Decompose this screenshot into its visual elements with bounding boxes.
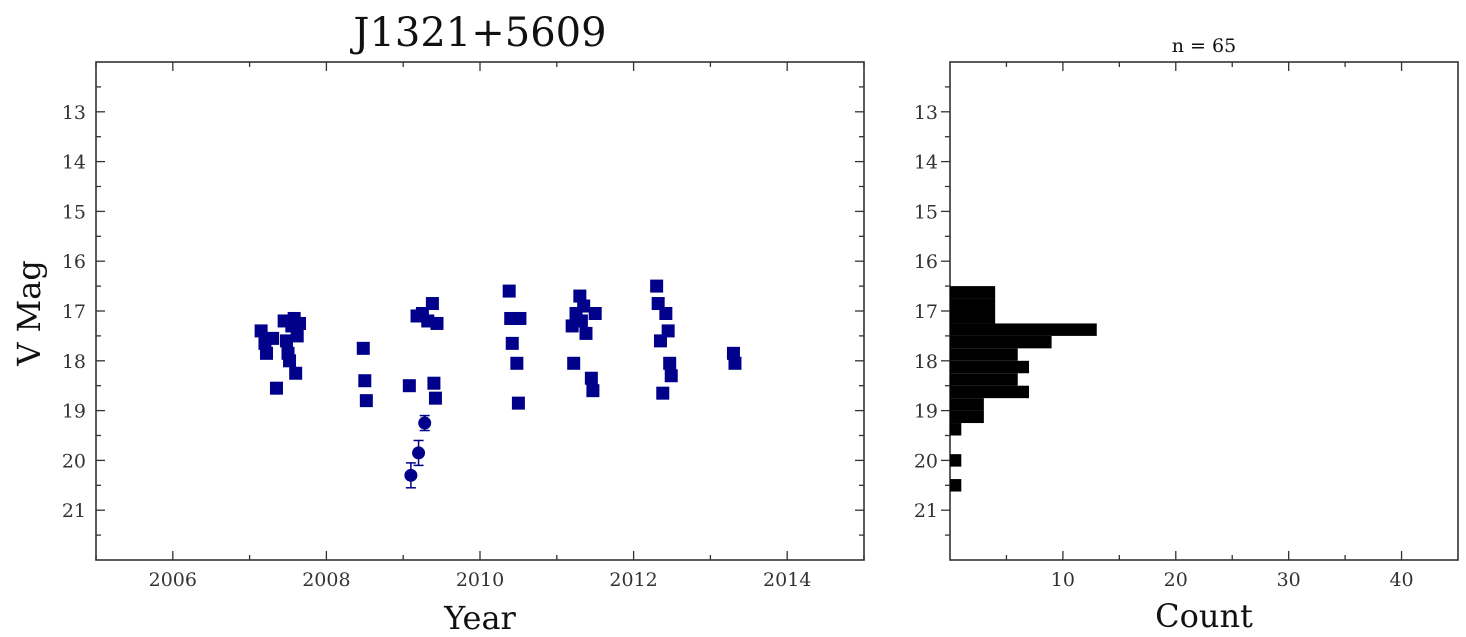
y-tick-label: 20 <box>62 450 86 472</box>
y-tick-label: 15 <box>62 201 86 223</box>
y-tick-label: 19 <box>62 401 86 423</box>
data-point <box>577 299 591 313</box>
data-point <box>269 381 283 395</box>
histogram-plot-frame <box>949 61 1459 561</box>
lightcurve-title: J1321+5609 <box>349 10 606 56</box>
data-point <box>663 356 677 370</box>
histogram-axes: 10 20 30 40 13 14 15 16 17 18 19 20 21 <box>914 62 1414 591</box>
data-point <box>293 316 307 330</box>
data-point <box>404 468 418 482</box>
histogram-panel: n = 65 10 20 30 40 13 14 15 16 17 18 19 20 21 Count <box>914 35 1459 635</box>
data-point <box>661 324 675 338</box>
lightcurve-panel: J1321+5609 2006 2008 2010 2012 2014 13 14 15 16 1… <box>10 10 865 637</box>
y-tick-label: 15 <box>914 201 938 223</box>
data-point <box>650 279 664 293</box>
data-point <box>289 366 303 380</box>
histogram-bar <box>950 373 1018 386</box>
histogram-bar <box>950 348 1018 361</box>
data-point <box>579 326 593 340</box>
data-point <box>290 329 304 343</box>
data-point <box>584 371 598 385</box>
data-point <box>651 297 665 311</box>
x-tick-label: 2014 <box>763 569 811 591</box>
x-tick-label: 40 <box>1389 569 1413 591</box>
data-point <box>510 356 524 370</box>
data-point <box>511 396 525 410</box>
histogram-bar <box>950 385 1030 399</box>
lightcurve-plot-frame <box>95 61 865 561</box>
data-point <box>283 354 297 368</box>
y-tick-label: 21 <box>914 500 938 522</box>
data-point <box>513 311 527 325</box>
x-tick-label: 2012 <box>609 569 657 591</box>
data-point <box>259 346 273 360</box>
histogram-bar <box>950 479 962 492</box>
data-point <box>359 394 373 408</box>
y-tick-label: 18 <box>914 351 938 373</box>
histogram-bar <box>950 410 984 424</box>
data-point <box>588 306 602 320</box>
data-point <box>254 324 268 338</box>
histogram-bar <box>950 423 962 436</box>
histogram-bar <box>950 298 996 311</box>
lightcurve-axes: 2006 2008 2010 2012 2014 13 14 15 16 17 18 19 20 21 <box>62 62 865 591</box>
data-point <box>574 314 588 328</box>
histogram-bar <box>950 360 1030 374</box>
x-tick-label: 2010 <box>456 569 504 591</box>
data-point <box>659 306 673 320</box>
data-point <box>418 416 432 430</box>
data-point <box>505 336 519 350</box>
data-point <box>428 391 442 405</box>
x-tick-label: 10 <box>1051 569 1075 591</box>
data-point <box>573 289 587 303</box>
y-tick-label: 20 <box>914 450 938 472</box>
data-point <box>664 369 678 383</box>
y-tick-label: 18 <box>62 351 86 373</box>
y-tick-label: 16 <box>62 251 86 273</box>
x-tick-label: 2006 <box>149 569 197 591</box>
y-tick-label: 17 <box>62 301 86 323</box>
y-tick-label: 14 <box>62 152 86 174</box>
histogram-bars <box>950 286 1097 492</box>
y-tick-label: 19 <box>914 401 938 423</box>
data-point <box>402 379 416 393</box>
data-point <box>279 334 293 348</box>
y-tick-label: 13 <box>914 102 938 124</box>
data-point <box>656 386 670 400</box>
data-point <box>567 356 581 370</box>
x-tick-label: 30 <box>1277 569 1301 591</box>
data-point <box>358 374 372 388</box>
data-point <box>425 297 439 311</box>
histogram-bar <box>950 311 996 324</box>
y-tick-label: 13 <box>62 102 86 124</box>
x-tick-label: 20 <box>1164 569 1188 591</box>
histogram-title: n = 65 <box>1172 35 1236 57</box>
data-point <box>726 346 740 360</box>
data-point <box>427 376 441 390</box>
data-point <box>412 446 426 460</box>
data-point <box>502 284 516 298</box>
data-point <box>728 356 742 370</box>
data-point <box>586 384 600 398</box>
data-point <box>266 331 280 345</box>
y-tick-label: 17 <box>914 301 938 323</box>
lightcurve-points <box>254 279 742 489</box>
histogram-bar <box>950 454 962 467</box>
y-tick-label: 16 <box>914 251 938 273</box>
histogram-bar <box>950 398 984 411</box>
y-tick-label: 14 <box>914 152 938 174</box>
lightcurve-ylabel: V Mag <box>10 260 48 367</box>
histogram-bar <box>950 335 1052 349</box>
data-point <box>430 316 444 330</box>
y-tick-label: 21 <box>62 500 86 522</box>
data-point <box>653 334 667 348</box>
histogram-bar <box>950 286 996 299</box>
lightcurve-xlabel: Year <box>443 599 516 637</box>
histogram-xlabel: Count <box>1155 597 1253 635</box>
histogram-bar <box>950 323 1097 336</box>
x-tick-label: 2008 <box>302 569 350 591</box>
data-point <box>356 341 370 355</box>
